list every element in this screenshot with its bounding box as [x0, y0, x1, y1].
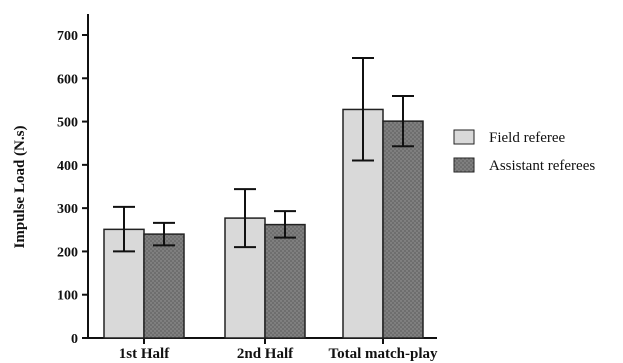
legend-swatch-field-referee — [453, 129, 475, 145]
legend-swatch-assistant-referees — [453, 157, 475, 173]
y-tick-label: 500 — [57, 116, 78, 131]
y-tick-label: 600 — [57, 72, 78, 87]
bar-assistant-referees — [264, 223, 306, 339]
y-axis-label: Impulse Load (N.s) — [12, 126, 28, 249]
x-tick-label: 2nd Half — [237, 346, 294, 362]
legend-label: Assistant referees — [489, 158, 595, 174]
legend-label: Field referee — [489, 130, 566, 146]
x-tick-label: 1st Half — [119, 346, 170, 362]
y-tick-label: 100 — [57, 289, 78, 304]
bar-assistant-referees — [143, 233, 185, 339]
legend: Field referee Assistant referees — [453, 129, 595, 174]
y-tick-label: 400 — [57, 159, 78, 174]
x-tick-labels: 1st Half 2nd Half Total match-play — [119, 346, 438, 362]
bars-group — [103, 108, 424, 339]
y-tick-label: 0 — [71, 332, 78, 347]
bar-assistant-referees — [382, 120, 424, 339]
error-bars-group — [113, 56, 414, 253]
y-tick-label: 200 — [57, 245, 78, 260]
y-tick-label: 300 — [57, 202, 78, 217]
y-tick-label: 700 — [57, 29, 78, 44]
x-tick-label: Total match-play — [328, 346, 438, 362]
